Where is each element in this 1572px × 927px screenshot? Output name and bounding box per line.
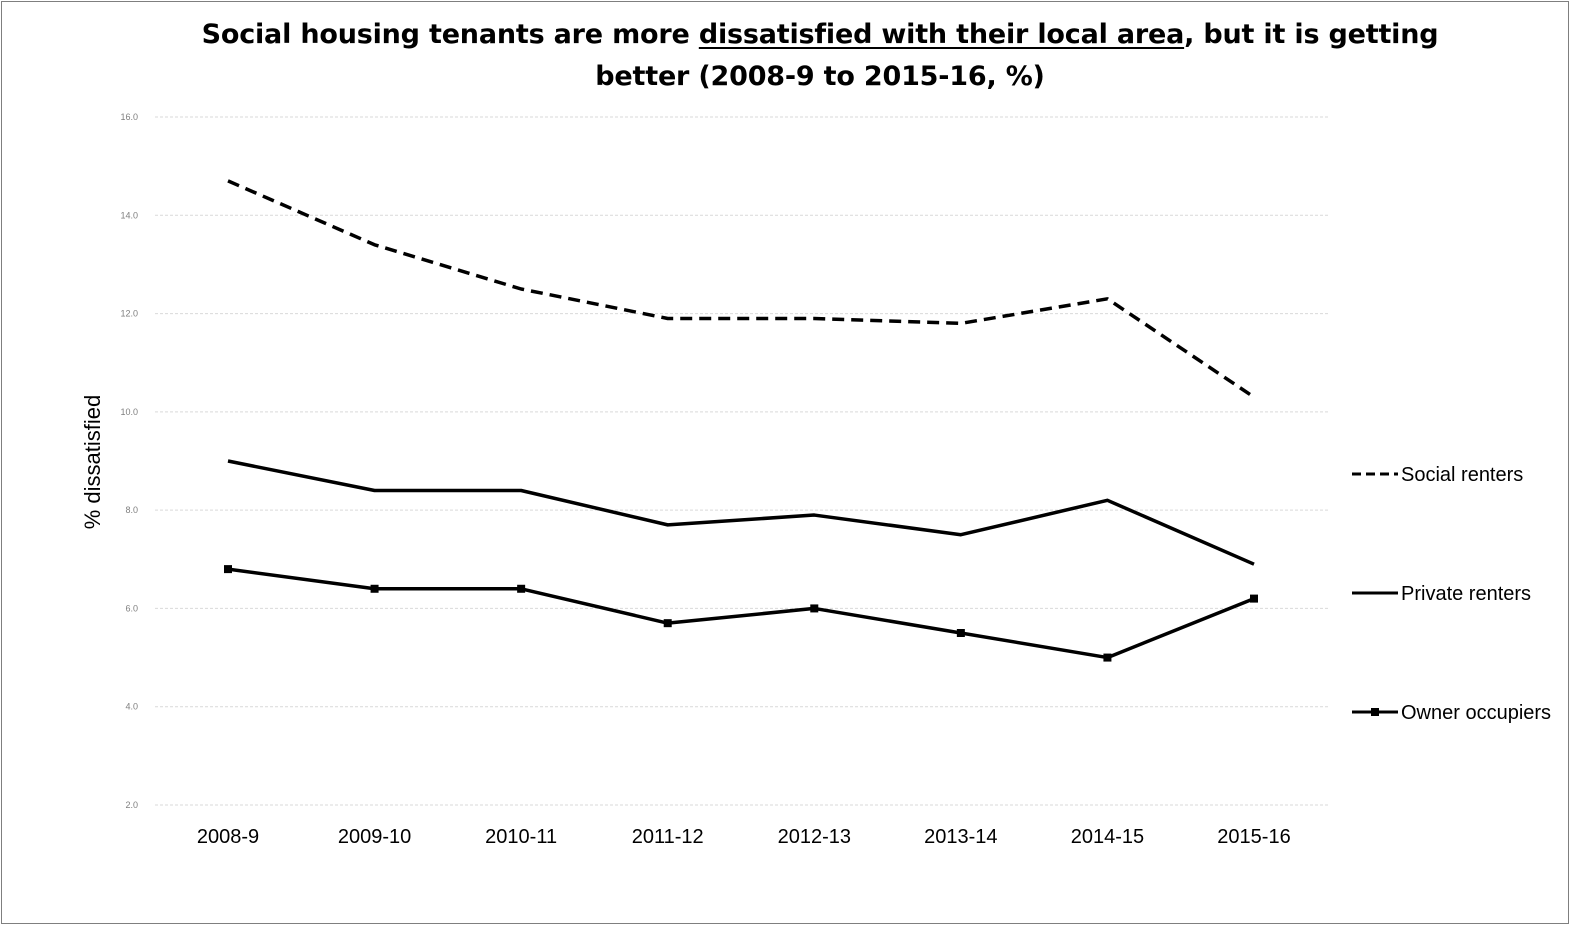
- series-lines: [224, 179, 1258, 662]
- y-tick-label: 6.0: [125, 603, 138, 613]
- legend-marker: [1371, 708, 1379, 716]
- legend-label: Social renters: [1401, 464, 1523, 486]
- title-underlined-text: dissatisfied with their local area: [698, 19, 1185, 50]
- series-line: [227, 459, 1255, 566]
- x-tick-label: 2011-12: [632, 826, 704, 848]
- data-point-marker: [810, 604, 819, 613]
- y-tick-label: 12.0: [120, 309, 138, 319]
- data-point-marker: [1250, 594, 1258, 603]
- x-tick-label: 2008-9: [197, 826, 259, 848]
- series-owner-occupiers: [224, 565, 1258, 662]
- x-tick-label: 2014-15: [1071, 826, 1144, 848]
- x-tick-label: 2010-11: [485, 826, 557, 848]
- x-axis-ticks: 2008-9 2009-10 2010-11 2011-12 2012-13 2013-1…: [197, 826, 1291, 848]
- data-point-marker: [224, 565, 232, 574]
- data-point-marker: [956, 629, 965, 637]
- y-tick-label: 2.0: [125, 800, 138, 810]
- gridlines: [155, 116, 1330, 806]
- title-text-end: , but it is getting: [1184, 19, 1439, 50]
- legend-label: Private renters: [1401, 583, 1531, 605]
- series-social-renters: [227, 179, 1255, 399]
- series-private-renters: [227, 459, 1255, 566]
- data-point-marker: [517, 584, 526, 593]
- data-point-marker: [370, 584, 379, 593]
- y-tick-label: 8.0: [125, 505, 138, 515]
- legend-item: Owner occupiers: [1352, 702, 1551, 724]
- y-tick-label: 10.0: [120, 407, 138, 417]
- title-text-start: Social housing tenants are more: [201, 19, 699, 50]
- title-line-2: better (2008-9 to 2015-16, %): [595, 61, 1045, 92]
- x-tick-label: 2012-13: [778, 826, 851, 848]
- series-line: [227, 567, 1255, 660]
- chart-title: Social housing tenants are more dissatis…: [120, 14, 1520, 98]
- data-point-marker: [1103, 653, 1112, 662]
- data-point-marker: [663, 619, 672, 628]
- y-tick-label: 4.0: [125, 702, 138, 712]
- legend: Social renters Private renters Owner occup…: [1352, 464, 1551, 724]
- x-tick-label: 2009-10: [338, 826, 411, 848]
- y-axis-label: % dissatisfied: [80, 395, 105, 530]
- x-tick-label: 2015-16: [1217, 826, 1290, 848]
- y-axis-ticks: 2.0 4.0 6.0 8.0 10.0 12.0 14.0 16.0: [120, 112, 138, 810]
- y-tick-label: 14.0: [120, 210, 138, 220]
- legend-item: Social renters: [1352, 464, 1523, 486]
- series-line: [227, 179, 1255, 399]
- legend-label: Owner occupiers: [1401, 702, 1551, 724]
- x-tick-label: 2013-14: [924, 826, 997, 848]
- y-tick-label: 16.0: [120, 112, 138, 122]
- legend-item: Private renters: [1352, 583, 1531, 605]
